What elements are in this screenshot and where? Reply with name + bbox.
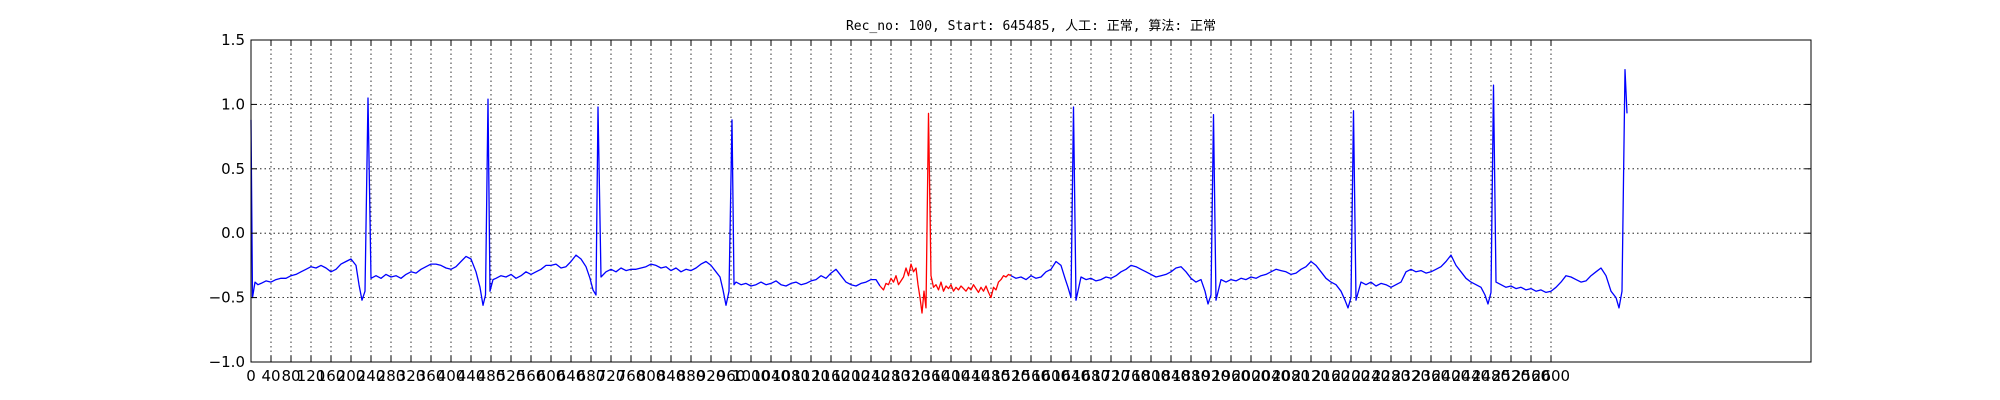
x-tick-label: 2280 xyxy=(1372,367,1410,385)
y-tick-label: 0.0 xyxy=(221,224,245,242)
x-tick-label: 920 xyxy=(697,367,726,385)
x-tick-label: 1520 xyxy=(992,367,1030,385)
x-tick-label: 760 xyxy=(617,367,646,385)
x-tick-label: 40 xyxy=(261,367,280,385)
x-tick-label: 2400 xyxy=(1432,367,1470,385)
x-tick-label: 1800 xyxy=(1132,367,1170,385)
x-tick-label: 1640 xyxy=(1052,367,1090,385)
x-tick-label: 880 xyxy=(677,367,706,385)
y-axis-ticks: −1.0 −0.5 0.0 0.5 1.0 1.5 xyxy=(209,31,1811,371)
x-tick-label: 120 xyxy=(297,367,326,385)
x-tick-label: 280 xyxy=(377,367,406,385)
x-tick-label: 2120 xyxy=(1292,367,1330,385)
x-tick-label: 2080 xyxy=(1272,367,1310,385)
x-tick-label: 520 xyxy=(497,367,526,385)
x-tick-label: 2480 xyxy=(1472,367,1510,385)
x-tick-label: 1720 xyxy=(1092,367,1130,385)
y-tick-label: 1.0 xyxy=(221,95,245,113)
ecg-trace xyxy=(250,68,1628,314)
ecg-series-line-2 xyxy=(879,112,1012,314)
x-tick-label: 2040 xyxy=(1252,367,1290,385)
x-tick-label: 1240 xyxy=(852,367,890,385)
x-tick-label: 2240 xyxy=(1352,367,1390,385)
grid-lines xyxy=(251,40,1811,362)
x-tick-label: 2360 xyxy=(1412,367,1450,385)
x-tick-label: 840 xyxy=(657,367,686,385)
x-tick-label: 1200 xyxy=(832,367,870,385)
x-tick-label: 640 xyxy=(557,367,586,385)
y-tick-label: 1.5 xyxy=(221,31,245,49)
x-tick-label: 240 xyxy=(357,367,386,385)
x-tick-label: 1280 xyxy=(872,367,910,385)
x-tick-label: 1560 xyxy=(1012,367,1050,385)
x-tick-label: 960 xyxy=(717,367,746,385)
x-tick-label: 320 xyxy=(397,367,426,385)
x-tick-label: 2440 xyxy=(1452,367,1490,385)
plot-frame xyxy=(250,39,1812,363)
x-tick-label: 1840 xyxy=(1152,367,1190,385)
x-tick-label: 200 xyxy=(337,367,366,385)
x-tick-label: 80 xyxy=(281,367,300,385)
x-tick-label: 1160 xyxy=(812,367,850,385)
x-tick-label: 440 xyxy=(457,367,486,385)
x-tick-label: 1480 xyxy=(972,367,1010,385)
x-tick-label: 1880 xyxy=(1172,367,1210,385)
x-tick-label: 1120 xyxy=(792,367,830,385)
ecg-series-line-3 xyxy=(1010,68,1628,309)
x-tick-label: 1600 xyxy=(1032,367,1070,385)
ecg-series-line-1 xyxy=(250,97,881,306)
x-tick-label: 1400 xyxy=(932,367,970,385)
x-tick-label: 1760 xyxy=(1112,367,1150,385)
x-tick-label: 1080 xyxy=(772,367,810,385)
y-tick-label: −1.0 xyxy=(209,353,245,371)
x-tick-label: 480 xyxy=(477,367,506,385)
x-tick-label: 1040 xyxy=(752,367,790,385)
chart-title: Rec_no: 100, Start: 645485, 人工: 正常, 算法: … xyxy=(846,19,1216,34)
x-tick-label: 2320 xyxy=(1392,367,1430,385)
x-tick-label: 360 xyxy=(417,367,446,385)
x-tick-label: 560 xyxy=(517,367,546,385)
x-tick-label: 2200 xyxy=(1332,367,1370,385)
x-tick-label: 1000 xyxy=(732,367,770,385)
x-tick-label: 400 xyxy=(437,367,466,385)
x-tick-label: 2160 xyxy=(1312,367,1350,385)
x-tick-label: 1320 xyxy=(892,367,930,385)
x-axis-ticks: 0 40 8012016020024028032036040044048052056… xyxy=(246,40,1570,385)
x-tick-label: 1680 xyxy=(1072,367,1110,385)
y-tick-label: −0.5 xyxy=(209,289,245,307)
y-tick-label: 0.5 xyxy=(221,160,245,178)
x-tick-label: 1920 xyxy=(1192,367,1230,385)
x-tick-label: 160 xyxy=(317,367,346,385)
x-tick-label: 1440 xyxy=(952,367,990,385)
x-tick-label: 2520 xyxy=(1492,367,1530,385)
x-tick-label: 800 xyxy=(637,367,666,385)
x-tick-label: 1360 xyxy=(912,367,950,385)
x-tick-label: 2560 xyxy=(1512,367,1550,385)
x-tick-label: 2000 xyxy=(1232,367,1270,385)
x-tick-label: 720 xyxy=(597,367,626,385)
x-tick-label: 0 xyxy=(246,367,256,385)
x-tick-label: 680 xyxy=(577,367,606,385)
x-tick-label: 600 xyxy=(537,367,566,385)
x-tick-label: 2600 xyxy=(1532,367,1570,385)
x-tick-label: 1960 xyxy=(1212,367,1250,385)
